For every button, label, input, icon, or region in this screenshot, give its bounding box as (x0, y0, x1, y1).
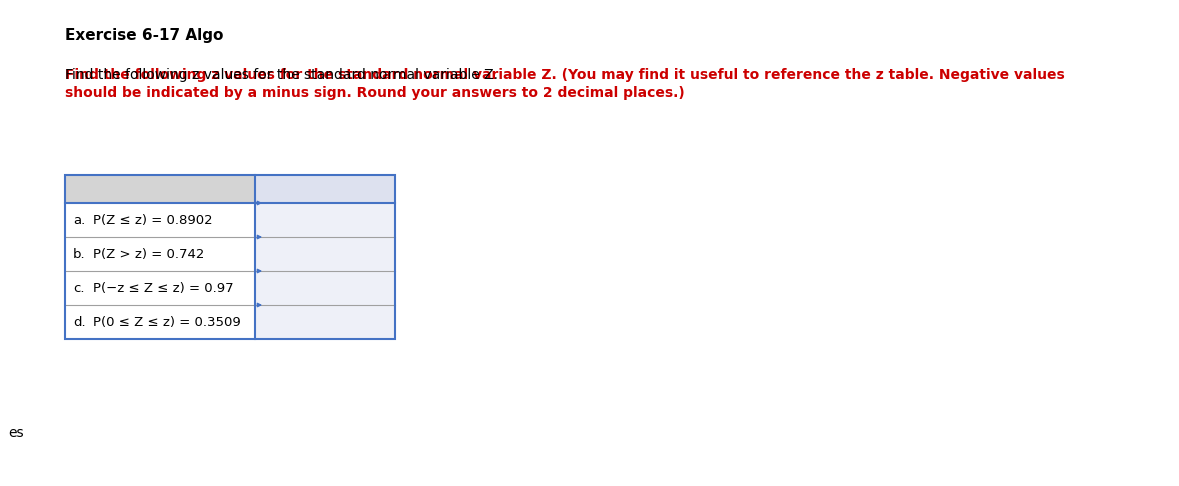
Bar (65, 305, 255, 339)
Text: b.: b. (73, 247, 86, 260)
Text: Find the following z values for the standard normal variable Z. (You may find it: Find the following z values for the stan… (65, 68, 1065, 101)
Text: es: es (8, 426, 24, 440)
Text: Exercise 6-17 Algo: Exercise 6-17 Algo (65, 28, 223, 43)
Bar (65, 203, 255, 237)
Text: P(−z ≤ Z ≤ z) = 0.97: P(−z ≤ Z ≤ z) = 0.97 (93, 281, 233, 295)
Text: P(Z > z) = 0.742: P(Z > z) = 0.742 (93, 247, 204, 260)
Text: c.: c. (73, 281, 85, 295)
Bar (65, 271, 255, 305)
Text: d.: d. (73, 315, 86, 329)
Bar (65, 175, 395, 203)
Text: P(0 ≤ Z ≤ z) = 0.3509: P(0 ≤ Z ≤ z) = 0.3509 (93, 315, 241, 329)
Bar (255, 237, 395, 271)
Bar (255, 271, 395, 305)
Bar (65, 237, 255, 271)
Text: a.: a. (73, 213, 85, 226)
Bar (65, 175, 395, 339)
Text: Find the following z values for the standard normal variable Z.: Find the following z values for the stan… (65, 68, 498, 82)
Bar (255, 305, 395, 339)
Text: P(Z ≤ z) = 0.8902: P(Z ≤ z) = 0.8902 (93, 213, 212, 226)
Bar (255, 203, 395, 237)
Bar (255, 175, 395, 203)
